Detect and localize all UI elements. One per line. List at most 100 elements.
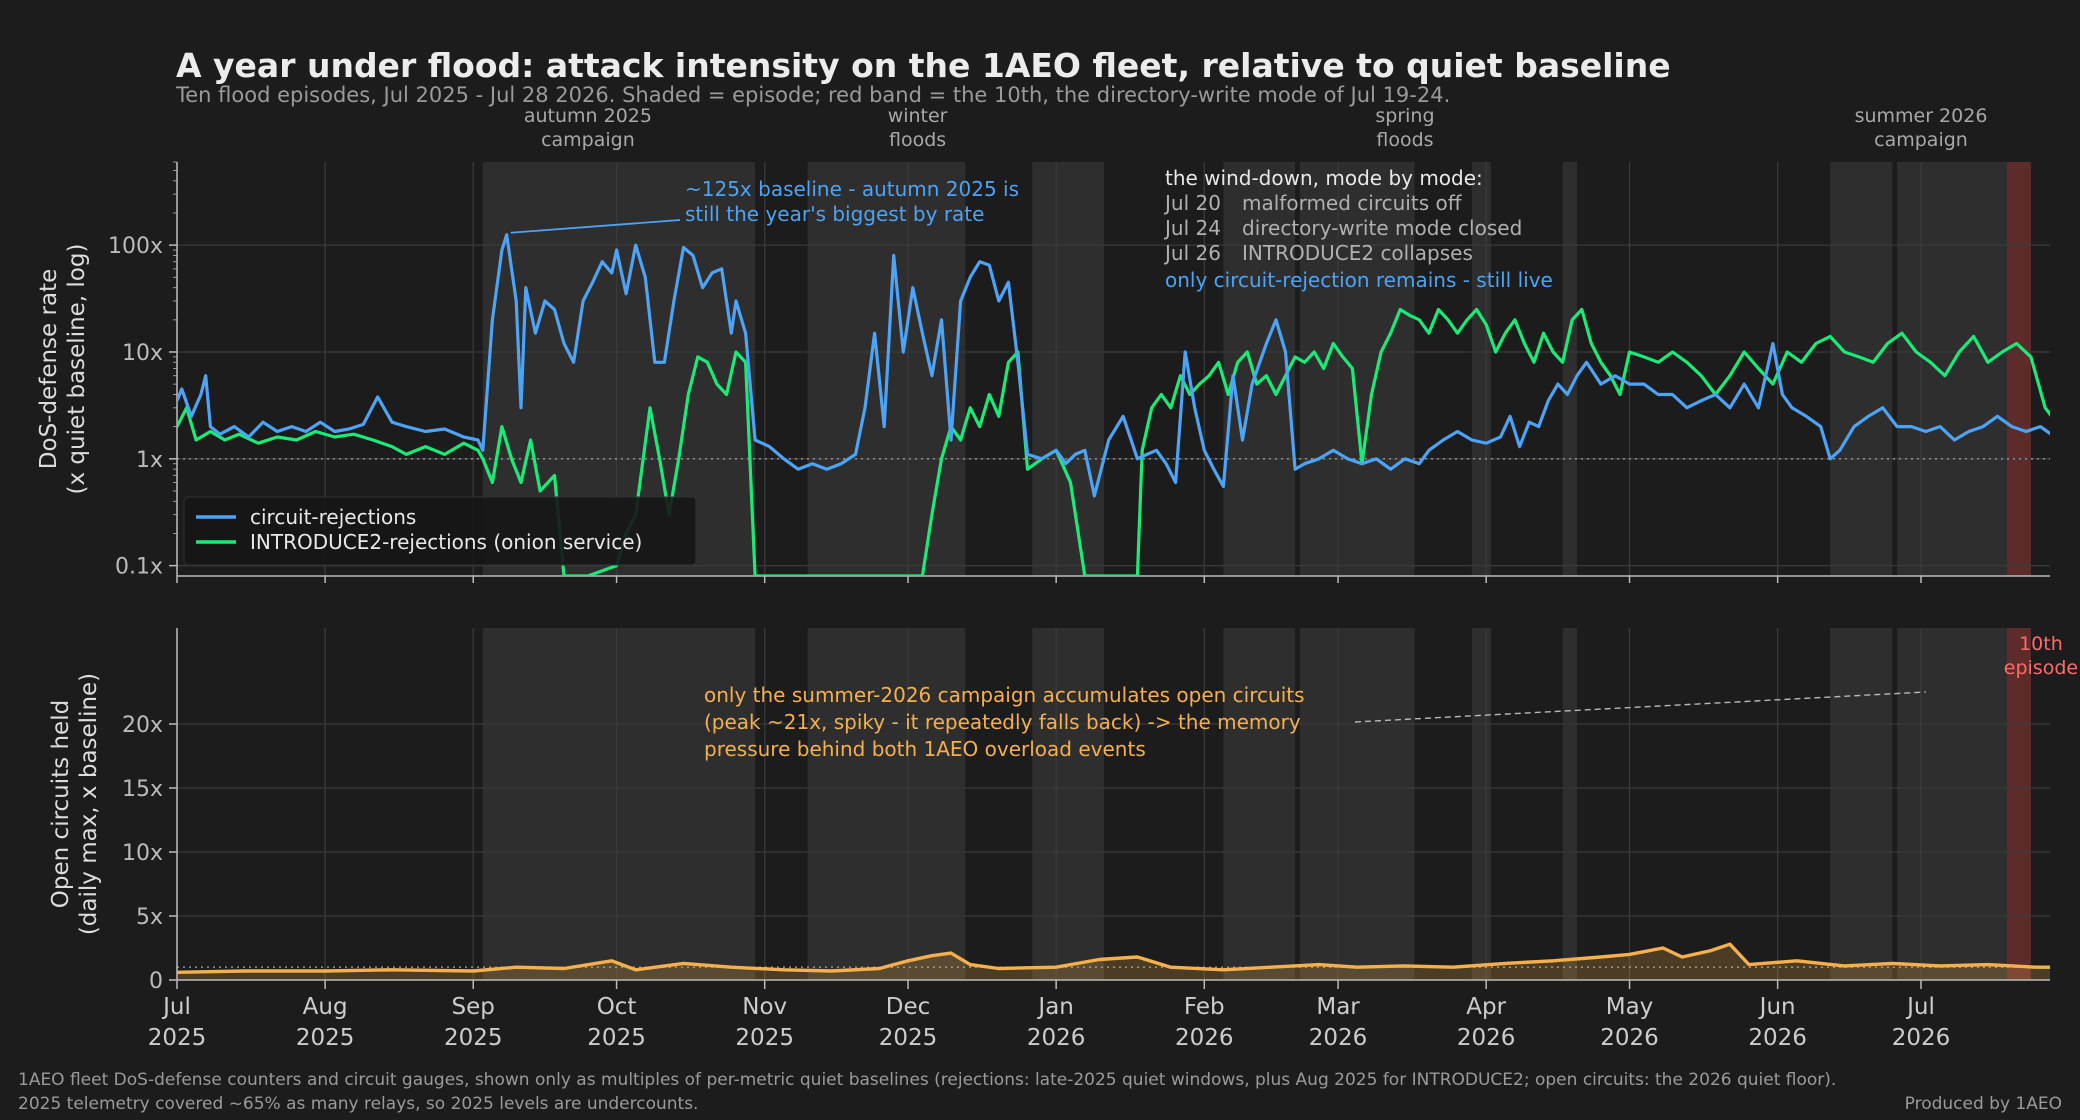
- campaign-label-1: autumn 2025: [524, 105, 652, 127]
- chart-subtitle: Ten flood episodes, Jul 2025 - Jul 28 20…: [176, 83, 1451, 107]
- bottom-ytick-label: 5x: [136, 905, 163, 930]
- wind-down-text: directory-write mode closed: [1242, 216, 1522, 240]
- top-ylabel: DoS-defense rate(x quiet baseline, log): [36, 244, 90, 495]
- legend-box: [183, 496, 697, 566]
- bottom-ylabel-line1: Open circuits held: [48, 700, 74, 908]
- bottom-episode-band-8: [1830, 628, 1893, 980]
- wind-down-date: Jul 20: [1163, 191, 1221, 215]
- x-tick-year: 2026: [1892, 1025, 1951, 1051]
- campaign-label-2: floods: [889, 129, 946, 151]
- top-tenth-episode-band: [2006, 162, 2031, 576]
- bottom-episode-band-5: [1299, 628, 1415, 980]
- wind-down-heading: the wind-down, mode by mode:: [1165, 166, 1483, 190]
- top-ylabel-line1: DoS-defense rate: [36, 269, 62, 469]
- top-ytick-label: 10x: [122, 341, 163, 366]
- tenth-episode-label: episode: [2004, 657, 2078, 679]
- campaign-label-1: campaign: [541, 129, 635, 151]
- x-tick-year: 2025: [587, 1025, 646, 1051]
- x-tick-month: Apr: [1466, 994, 1506, 1020]
- bottom-episode-band-2: [807, 628, 966, 980]
- x-tick-month: Mar: [1316, 994, 1360, 1020]
- footer-credit: Produced by 1AEO: [1904, 1094, 2062, 1114]
- bottom-episode-band-6: [1471, 628, 1491, 980]
- top-episode-band-8: [1830, 162, 1893, 576]
- open-circuits-annotation-arrow: [1354, 691, 1926, 723]
- open-circuits-annotation-text: only the summer-2026 campaign accumulate…: [704, 683, 1305, 707]
- footer-note-1: 1AEO fleet DoS-defense counters and circ…: [18, 1070, 1837, 1090]
- x-tick-month: Oct: [597, 994, 637, 1020]
- x-tick-month: Dec: [886, 994, 931, 1020]
- campaign-label-2: winter: [888, 105, 948, 127]
- wind-down-text: INTRODUCE2 collapses: [1242, 241, 1473, 265]
- x-tick-year: 2025: [148, 1025, 207, 1051]
- x-tick-month: Jul: [1905, 994, 1935, 1020]
- legend: circuit-rejectionsINTRODUCE2-rejections …: [183, 496, 697, 566]
- x-tick-month: Jun: [1758, 994, 1796, 1020]
- x-tick-month: Nov: [742, 994, 787, 1020]
- bottom-episode-band-7: [1562, 628, 1577, 980]
- bottom-ytick-label: 20x: [122, 713, 163, 738]
- footer-note-2: 2025 telemetry covered ~65% as many rela…: [18, 1094, 699, 1114]
- bottom-episode-band-4: [1223, 628, 1296, 980]
- bottom-episode-band-1: [482, 628, 756, 980]
- wind-down-date: Jul 24: [1163, 216, 1221, 240]
- x-tick-year: 2026: [1309, 1025, 1368, 1051]
- tenth-episode-label: 10th: [2019, 633, 2063, 655]
- bottom-ytick-label: 15x: [122, 777, 163, 802]
- bottom-ylabel: Open circuits held(daily max, x baseline…: [48, 673, 102, 935]
- x-tick-year: 2025: [296, 1025, 355, 1051]
- x-tick-year: 2025: [879, 1025, 938, 1051]
- x-tick-month: May: [1606, 994, 1654, 1020]
- x-tick-month: Jul: [161, 994, 191, 1020]
- peak-annotation-text: still the year's biggest by rate: [685, 202, 984, 226]
- campaign-label-4: summer 2026: [1855, 105, 1988, 127]
- bottom-ytick-label: 0: [149, 969, 163, 994]
- circuit-rejections-line: [177, 233, 2050, 498]
- x-tick-month: Jan: [1036, 994, 1073, 1020]
- x-tick-month: Aug: [303, 994, 348, 1020]
- campaign-label-3: floods: [1376, 129, 1433, 151]
- peak-annotation-text: ~125x baseline - autumn 2025 is: [685, 177, 1019, 201]
- open-circuits-annotation-text: pressure behind both 1AEO overload event…: [704, 737, 1146, 761]
- top-ytick-label: 1x: [136, 448, 163, 473]
- campaign-label-4: campaign: [1874, 129, 1968, 151]
- x-tick-year: 2026: [1027, 1025, 1086, 1051]
- top-ytick-label: 0.1x: [115, 555, 163, 580]
- x-tick-year: 2026: [1600, 1025, 1659, 1051]
- x-tick-year: 2025: [735, 1025, 794, 1051]
- bottom-tenth-episode-band: [2006, 628, 2031, 980]
- open-circuits-line: [177, 942, 2050, 974]
- top-episode-band-7: [1562, 162, 1577, 576]
- bottom-ylabel-line2: (daily max, x baseline): [76, 673, 102, 935]
- top-episode-band-3: [1032, 162, 1104, 576]
- open-circuits-area: [177, 944, 2050, 980]
- top-ytick-label: 100x: [108, 234, 163, 259]
- bottom-episode-band-9: [1897, 628, 2007, 980]
- legend-label-1: circuit-rejections: [250, 505, 416, 529]
- bottom-ytick-label: 10x: [122, 841, 163, 866]
- campaign-label-3: spring: [1375, 105, 1434, 127]
- x-tick-year: 2026: [1175, 1025, 1234, 1051]
- x-tick-year: 2025: [444, 1025, 503, 1051]
- bottom-episode-band-3: [1032, 628, 1104, 980]
- x-axis: Jul 2025 Aug 2025 Sep 2025 Oct 2025 Nov 2025 Dec 20…: [148, 576, 1951, 1051]
- wind-down-conclusion: only circuit-rejection remains - still l…: [1165, 268, 1553, 292]
- x-tick-month: Feb: [1184, 994, 1225, 1020]
- legend-label-2: INTRODUCE2-rejections (onion service): [250, 530, 642, 554]
- top-episode-band-9: [1897, 162, 2007, 576]
- x-tick-month: Sep: [452, 994, 495, 1020]
- top-episode-band-5: [1299, 162, 1415, 576]
- wind-down-text: malformed circuits off: [1242, 191, 1463, 215]
- top-ylabel-line2: (x quiet baseline, log): [64, 244, 90, 495]
- open-circuits-annotation-text: (peak ~21x, spiky - it repeatedly falls …: [704, 710, 1301, 734]
- introduce2-rejections-line: [177, 307, 2050, 576]
- wind-down-date: Jul 26: [1163, 241, 1221, 265]
- peak-annotation-arrow: [510, 219, 681, 234]
- chart-title: A year under flood: attack intensity on …: [176, 46, 1671, 85]
- x-tick-year: 2026: [1457, 1025, 1516, 1051]
- x-tick-year: 2026: [1748, 1025, 1807, 1051]
